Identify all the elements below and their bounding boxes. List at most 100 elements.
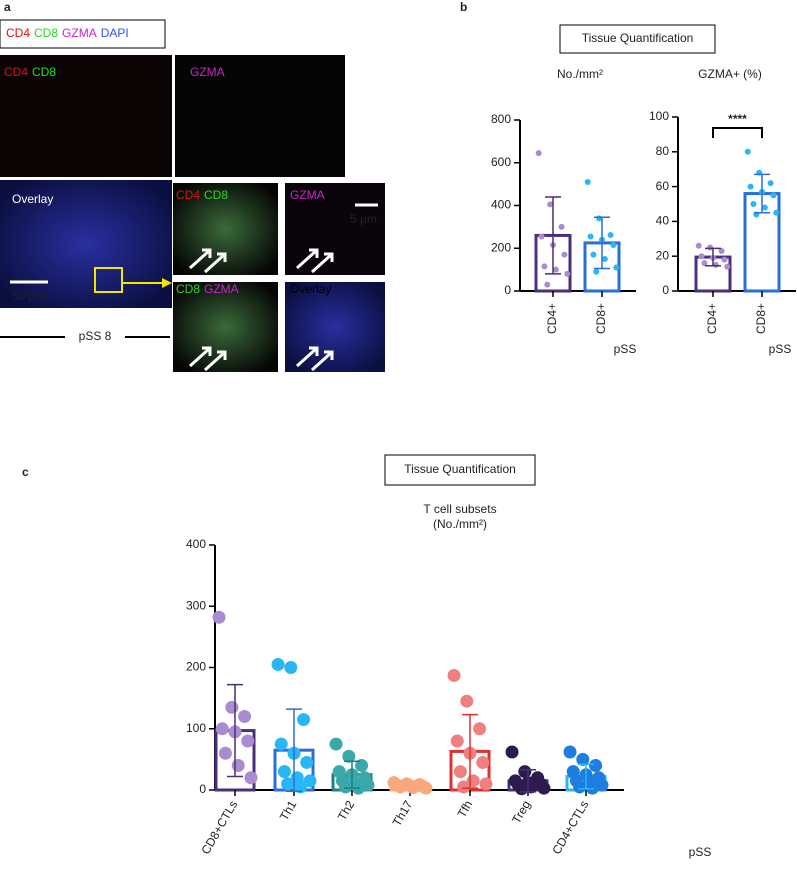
micro-image bbox=[0, 180, 172, 308]
error-bar bbox=[594, 216, 610, 270]
data-point bbox=[300, 755, 314, 769]
title-box bbox=[559, 24, 716, 54]
legend-box bbox=[0, 19, 166, 49]
scale-label: 5 µm bbox=[350, 212, 377, 226]
y-tick-label: 80 bbox=[656, 144, 670, 158]
data-point bbox=[607, 231, 614, 238]
y-tick-label: 100 bbox=[649, 109, 669, 123]
data-point bbox=[281, 777, 295, 791]
x-tick-label: Tfh bbox=[455, 798, 476, 820]
label-word: GZMA bbox=[62, 26, 97, 40]
y-tick-label: 0 bbox=[504, 283, 511, 297]
y-tick-label: 100 bbox=[186, 721, 206, 735]
data-point bbox=[479, 777, 493, 791]
data-point bbox=[584, 178, 591, 185]
sig-annotation: **** bbox=[728, 112, 747, 126]
data-point bbox=[613, 264, 620, 271]
chart-subtitle: (No./mm²) bbox=[433, 517, 487, 531]
error-bar bbox=[344, 760, 360, 789]
y-tick-label: 20 bbox=[656, 248, 670, 262]
y-tick-label: 300 bbox=[186, 598, 206, 612]
data-point bbox=[589, 759, 603, 772]
micro-image bbox=[0, 55, 172, 177]
x-tick-label: CD8+CTLs bbox=[198, 798, 240, 857]
data-point bbox=[698, 253, 705, 260]
image-label: GZMA bbox=[190, 65, 225, 79]
data-point bbox=[238, 710, 252, 723]
data-point bbox=[355, 759, 369, 772]
image-label: CD4 CD8 bbox=[4, 65, 56, 79]
image-label: GZMA bbox=[290, 188, 325, 202]
data-point bbox=[695, 242, 702, 249]
x-axis-label: pSS bbox=[769, 342, 792, 356]
data-point bbox=[303, 774, 317, 788]
data-point bbox=[552, 266, 559, 273]
error-bar bbox=[705, 247, 721, 267]
x-tick-label: CD8+ bbox=[594, 303, 608, 334]
data-point bbox=[744, 148, 751, 155]
data-point bbox=[601, 255, 608, 262]
data-point bbox=[701, 260, 708, 267]
error-bar bbox=[402, 782, 418, 788]
data-point bbox=[535, 150, 542, 157]
y-tick-label: 0 bbox=[662, 283, 669, 297]
data-point bbox=[274, 737, 288, 751]
data-point bbox=[544, 281, 551, 288]
data-point bbox=[547, 201, 554, 208]
data-point bbox=[721, 256, 728, 263]
zoom-arrowhead bbox=[162, 278, 172, 288]
image-label: CD8 GZMA bbox=[176, 282, 239, 296]
label-word: Overlay bbox=[290, 282, 331, 296]
data-point bbox=[231, 759, 245, 772]
data-point bbox=[561, 251, 568, 258]
x-tick-label: CD8+ bbox=[754, 303, 768, 334]
data-point bbox=[329, 737, 343, 751]
y-tick-label: 800 bbox=[491, 112, 511, 126]
data-point bbox=[773, 209, 780, 216]
label-word: GZMA bbox=[204, 282, 239, 296]
data-point bbox=[724, 263, 731, 270]
data-point bbox=[750, 201, 757, 207]
sample-label: pSS 8 bbox=[79, 329, 112, 343]
data-point bbox=[538, 233, 545, 240]
y-tick-label: 40 bbox=[656, 214, 670, 228]
data-point bbox=[610, 242, 617, 249]
data-point bbox=[515, 782, 529, 796]
zoom-box bbox=[94, 267, 123, 293]
data-point bbox=[244, 771, 258, 785]
data-point bbox=[770, 192, 777, 199]
label-word: CD8 bbox=[176, 282, 200, 296]
error-bar bbox=[545, 196, 561, 275]
label-word: CD8 bbox=[32, 65, 56, 79]
data-point bbox=[225, 700, 239, 714]
data-point bbox=[284, 661, 298, 674]
data-point bbox=[707, 244, 714, 251]
micro-image bbox=[285, 282, 385, 372]
label-word: DAPI bbox=[101, 26, 129, 40]
panel-label: a bbox=[4, 0, 11, 14]
data-point bbox=[212, 610, 226, 624]
micro-image bbox=[175, 55, 345, 177]
y-tick-label: 200 bbox=[186, 660, 206, 674]
image-label: CD4 CD8 GZMA DAPI bbox=[6, 26, 129, 40]
data-point bbox=[590, 251, 597, 258]
data-point bbox=[573, 780, 587, 794]
data-point bbox=[505, 745, 519, 759]
data-point bbox=[576, 752, 590, 766]
data-point bbox=[460, 694, 474, 708]
data-point bbox=[241, 734, 255, 748]
chart-title: GZMA+ (%) bbox=[698, 67, 762, 81]
data-point bbox=[447, 668, 461, 682]
y-tick-label: 0 bbox=[199, 782, 206, 796]
arrows bbox=[188, 248, 334, 372]
y-tick-label: 200 bbox=[491, 240, 511, 254]
label-word: CD4 bbox=[6, 26, 30, 40]
panel-label: b bbox=[460, 0, 467, 14]
label-word: CD8 bbox=[34, 26, 58, 40]
data-point bbox=[457, 780, 471, 794]
data-point bbox=[218, 746, 232, 760]
box-title: Tissue Quantification bbox=[582, 31, 694, 45]
box-title: Tissue Quantification bbox=[404, 462, 516, 476]
data-point bbox=[558, 223, 565, 230]
chart-title: No./mm² bbox=[557, 67, 603, 81]
